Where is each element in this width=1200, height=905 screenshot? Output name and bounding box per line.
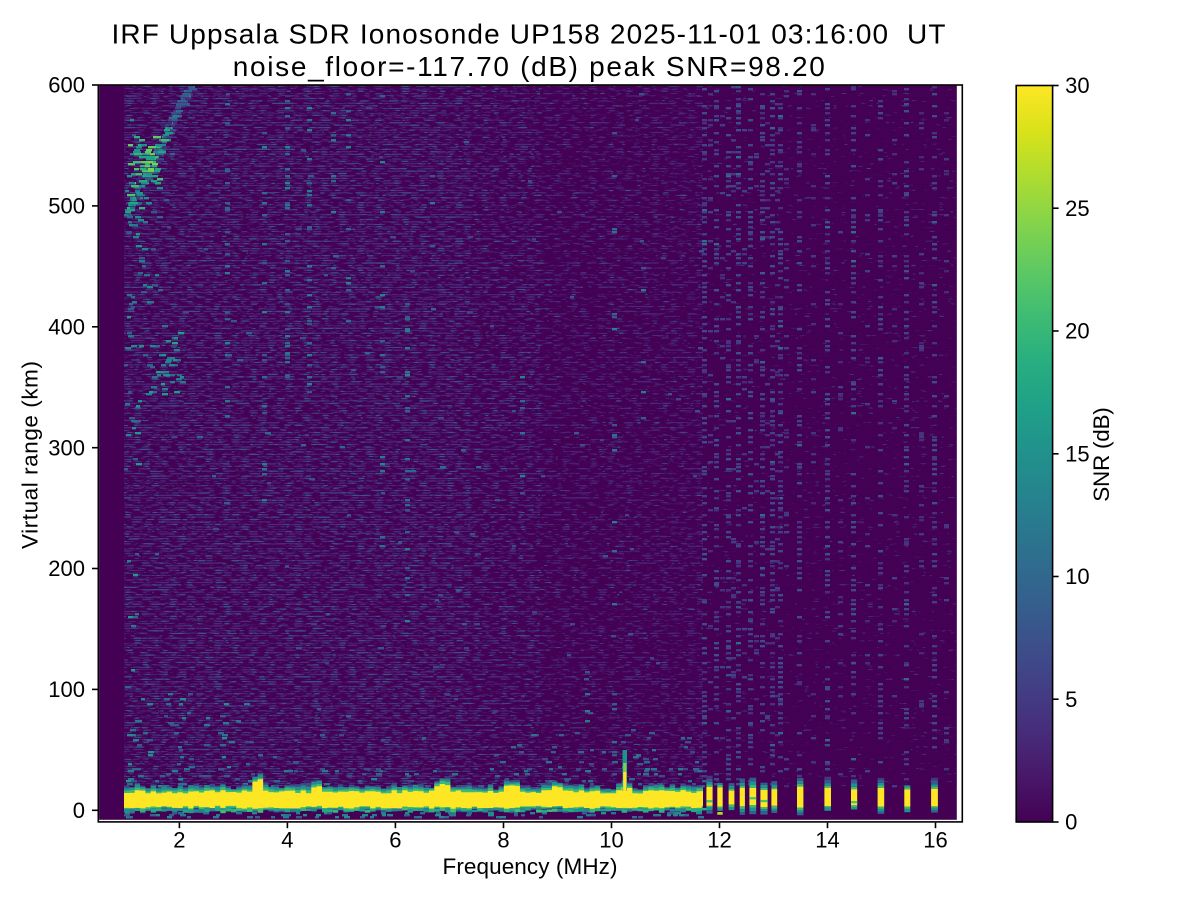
- svg-text:0: 0: [1065, 810, 1077, 835]
- svg-text:100: 100: [48, 677, 85, 702]
- svg-text:30: 30: [1065, 73, 1089, 98]
- svg-text:16: 16: [923, 828, 947, 853]
- svg-text:Virtual range (km): Virtual range (km): [18, 361, 43, 549]
- svg-text:SNR (dB): SNR (dB): [1089, 407, 1114, 502]
- svg-text:IRF Uppsala SDR Ionosonde UP15: IRF Uppsala SDR Ionosonde UP158 2025-11-…: [112, 19, 946, 50]
- svg-text:Frequency (MHz): Frequency (MHz): [443, 854, 618, 879]
- svg-text:2: 2: [173, 828, 185, 853]
- svg-text:10: 10: [1065, 564, 1089, 589]
- svg-text:6: 6: [389, 828, 401, 853]
- svg-text:8: 8: [497, 828, 509, 853]
- svg-text:300: 300: [48, 435, 85, 460]
- svg-text:25: 25: [1065, 196, 1089, 221]
- svg-text:4: 4: [281, 828, 293, 853]
- svg-text:noise_floor=-117.70 (dB) peak: noise_floor=-117.70 (dB) peak SNR=98.20: [233, 51, 825, 82]
- svg-text:14: 14: [815, 828, 839, 853]
- svg-text:600: 600: [48, 73, 85, 98]
- svg-text:10: 10: [599, 828, 623, 853]
- svg-text:500: 500: [48, 194, 85, 219]
- svg-text:15: 15: [1065, 441, 1089, 466]
- svg-text:20: 20: [1065, 319, 1089, 344]
- svg-text:0: 0: [73, 798, 85, 823]
- svg-text:12: 12: [707, 828, 731, 853]
- svg-text:200: 200: [48, 556, 85, 581]
- svg-text:400: 400: [48, 315, 85, 340]
- svg-text:5: 5: [1065, 687, 1077, 712]
